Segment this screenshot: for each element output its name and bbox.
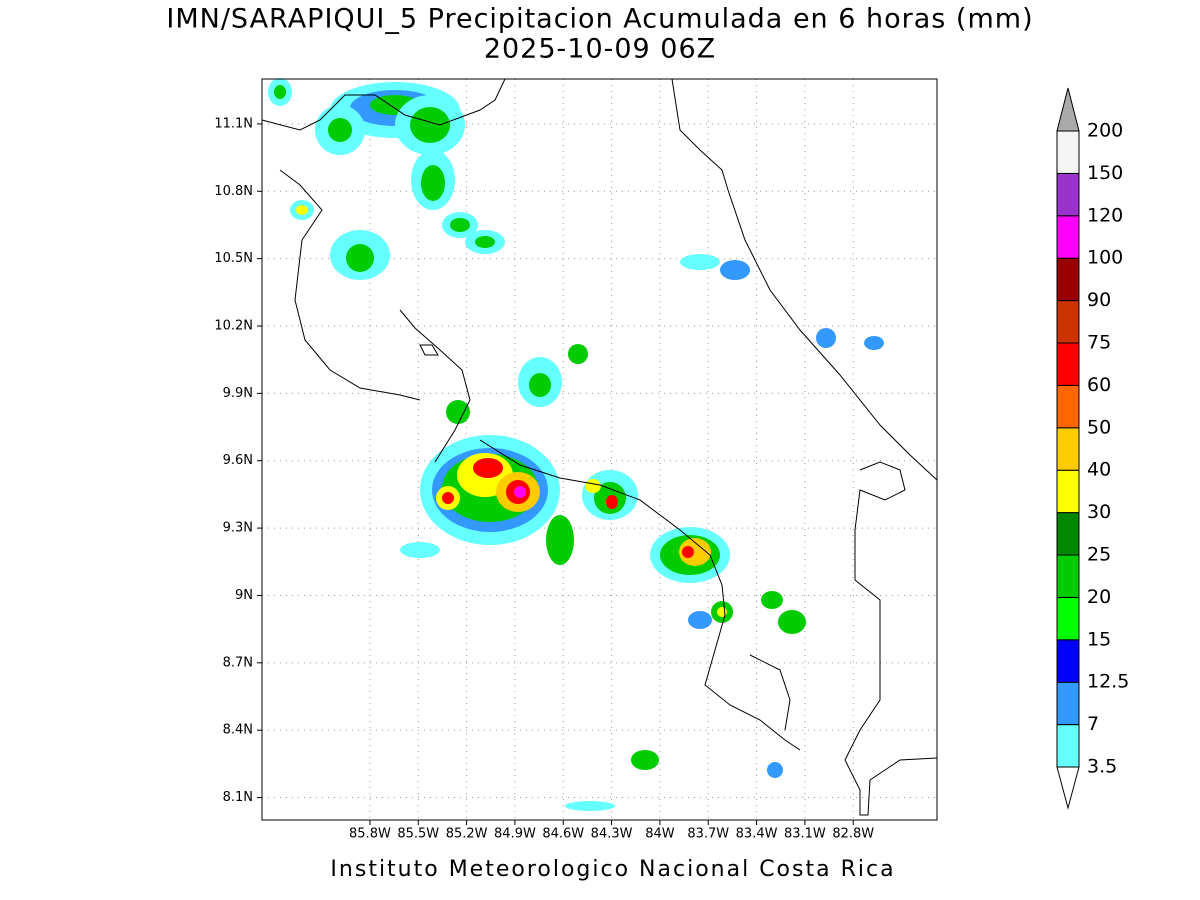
colorbar-label: 150 <box>1087 162 1123 184</box>
x-tick-label: 82.8W <box>832 827 874 842</box>
x-tick-label: 84.3W <box>591 827 633 842</box>
x-tick-label: 84.9W <box>494 827 536 842</box>
colorbar-label: 100 <box>1087 247 1123 269</box>
x-tick-label: 83.1W <box>784 827 826 842</box>
colorbar-box <box>1056 554 1080 598</box>
x-tick-label: 84.6W <box>542 827 584 842</box>
colorbar-label: 30 <box>1087 501 1111 523</box>
y-tick-label: 10.2N <box>214 319 253 334</box>
colorbar-box <box>1056 384 1080 429</box>
y-tick-label: 9.6N <box>223 453 253 468</box>
y-tick-label: 10.8N <box>214 184 253 199</box>
colorbar-box <box>1056 596 1080 641</box>
axis-ticks: 85.8W 85.5W 85.2W 84.9W 84.6W 84.3W 84W 83.7W 83… <box>214 116 874 841</box>
colorbar-box <box>1056 257 1080 302</box>
colorbar-label: 15 <box>1087 628 1111 650</box>
colorbar-box <box>1056 469 1080 514</box>
colorbar-label: 90 <box>1087 289 1111 311</box>
y-tick-label: 11.1N <box>214 116 253 131</box>
colorbar: 3.5 7 12.5 15 20 25 30 40 50 60 75 90 100 120 150 200 <box>1056 87 1129 810</box>
y-tick-label: 8.7N <box>223 655 253 670</box>
x-tick-label: 83.4W <box>736 827 778 842</box>
colorbar-label: 60 <box>1087 374 1111 396</box>
colorbar-label: 25 <box>1087 544 1111 566</box>
colorbar-arrow <box>1056 87 1080 132</box>
map-frame <box>261 78 938 821</box>
coastline <box>261 78 938 816</box>
colorbar-box <box>1056 427 1080 471</box>
subtitle: 2025-10-09 06Z <box>484 34 716 65</box>
colorbar-label: 3.5 <box>1087 756 1117 778</box>
colorbar-box <box>1056 681 1080 726</box>
x-tick-label: 85.5W <box>397 827 439 842</box>
colorbar-box <box>1056 724 1080 768</box>
x-tick-label: 84W <box>645 827 675 842</box>
map-background <box>262 79 937 820</box>
colorbar-arrow <box>1056 766 1080 810</box>
colorbar-label: 7 <box>1087 713 1099 735</box>
colorbar-label: 40 <box>1087 459 1111 481</box>
colorbar-label: 75 <box>1087 332 1111 354</box>
x-tick-label: 83.7W <box>687 827 729 842</box>
colorbar-box <box>1056 342 1080 386</box>
colorbar-label: 120 <box>1087 204 1123 226</box>
colorbar-box <box>1056 300 1080 344</box>
colorbar-box <box>1056 215 1080 259</box>
colorbar-box <box>1056 130 1080 174</box>
y-tick-label: 8.4N <box>223 723 253 738</box>
colorbar-label: 200 <box>1087 120 1123 142</box>
y-tick-label: 9.9N <box>223 386 253 401</box>
colorbar-label: 12.5 <box>1087 671 1129 693</box>
colorbar-box <box>1056 512 1080 556</box>
precipitation-field <box>268 78 884 811</box>
colorbar-box <box>1056 639 1080 683</box>
y-tick-label: 8.1N <box>223 790 253 805</box>
x-tick-label: 85.8W <box>349 827 391 842</box>
colorbar-label: 20 <box>1087 586 1111 608</box>
colorbar-box <box>1056 172 1080 217</box>
title: IMN/SARAPIQUI_5 Precipitacion Acumulada … <box>166 4 1033 35</box>
x-tick-label: 85.2W <box>446 827 488 842</box>
y-tick-label: 9.3N <box>223 521 253 536</box>
colorbar-label: 50 <box>1087 416 1111 438</box>
y-tick-label: 9N <box>235 588 253 603</box>
footer: Instituto Meteorologico Nacional Costa R… <box>330 857 895 882</box>
y-tick-label: 10.5N <box>214 251 253 266</box>
map: 85.8W 85.5W 85.2W 84.9W 84.6W 84.3W 84W 83.7W 83… <box>214 78 938 842</box>
